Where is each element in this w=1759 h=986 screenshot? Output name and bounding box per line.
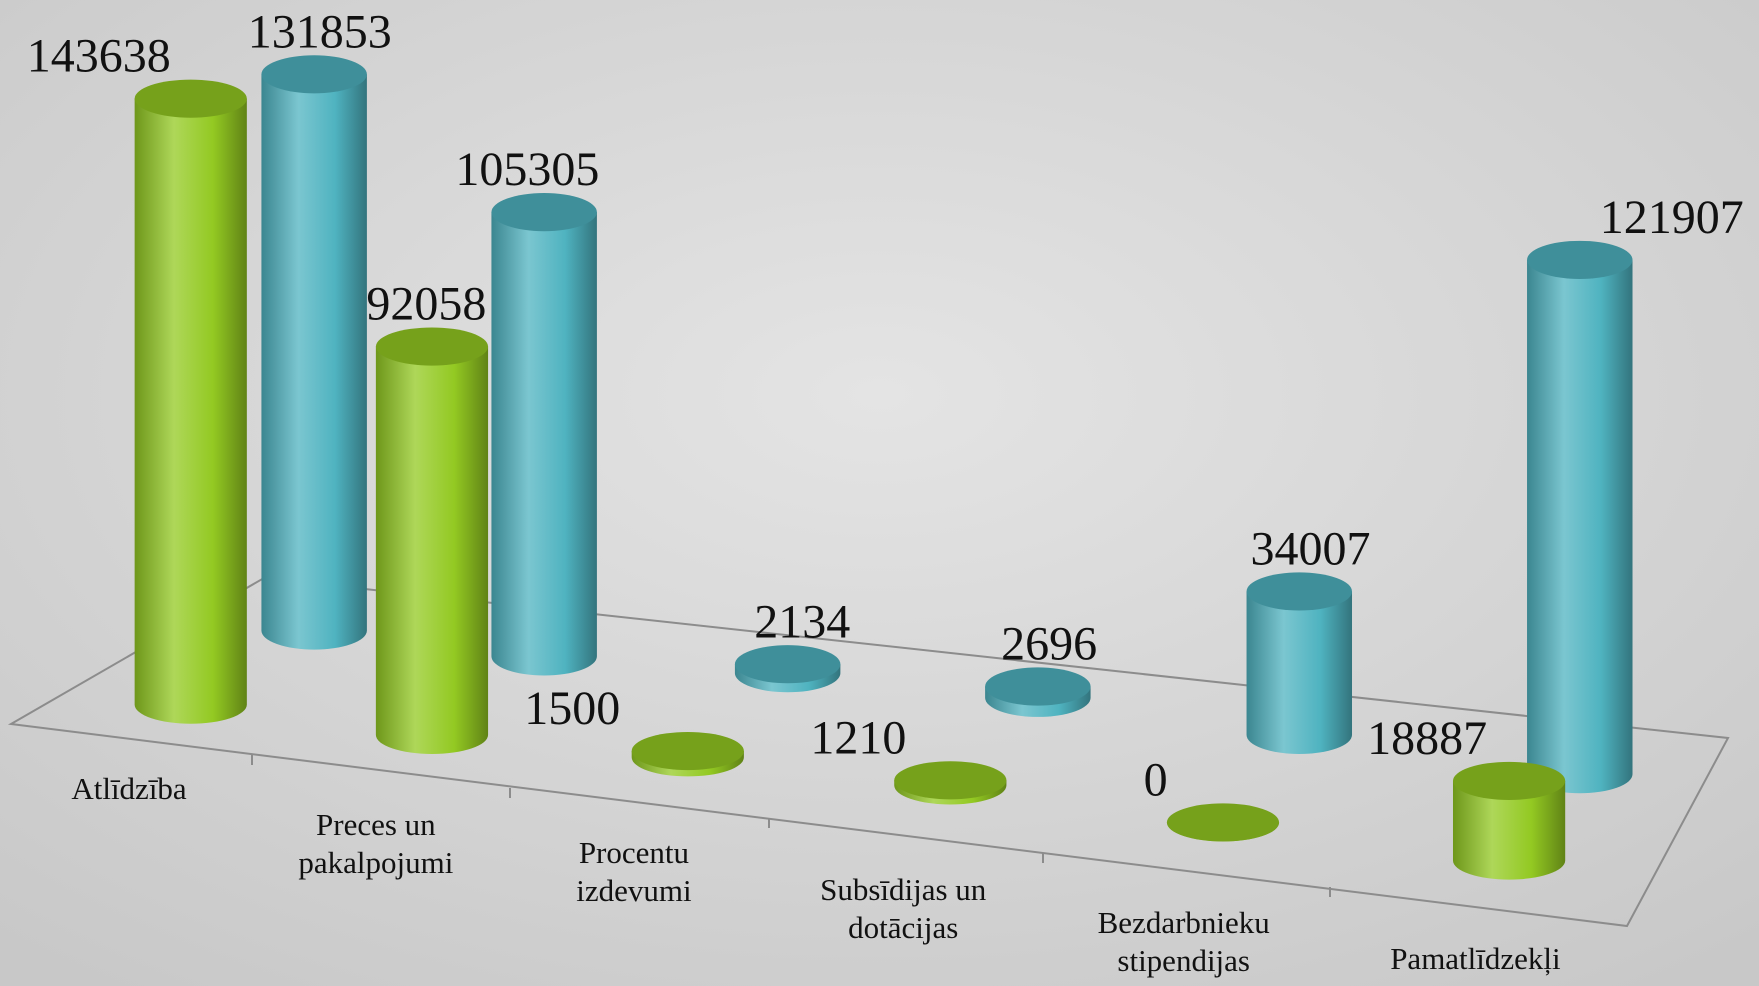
cylinder-top [261, 55, 367, 94]
cylinder-top [894, 761, 1007, 800]
value-label: 1500 [524, 682, 620, 735]
cylinder-top [1452, 761, 1566, 800]
cylinder-top [1166, 803, 1280, 842]
cylinder [491, 212, 597, 676]
cylinder-top [1527, 240, 1633, 279]
value-label: 92058 [366, 278, 486, 331]
cylinder-top [734, 645, 841, 684]
value-label: 18887 [1367, 712, 1487, 765]
value-label: 105305 [455, 143, 599, 196]
value-label: 2134 [754, 595, 850, 648]
category-label: Bezdarbnieku stipendijas [1097, 905, 1270, 979]
cylinder [375, 346, 489, 754]
cylinder-top [491, 193, 597, 232]
category-label: Procentu izdevumi [576, 834, 692, 908]
value-label: 34007 [1250, 523, 1370, 576]
cylinder [134, 98, 247, 724]
cylinder-top [1246, 572, 1353, 611]
cylinder [261, 74, 367, 650]
value-label: 0 [1144, 753, 1168, 806]
category-label: Atlīdzība [71, 770, 187, 806]
cylinder-top [134, 79, 247, 118]
value-label: 131853 [248, 5, 392, 58]
category-label: Subsīdijas un dotācijas [820, 871, 987, 945]
value-label: 121907 [1600, 191, 1744, 244]
cylinder [1246, 591, 1353, 754]
value-label: 2696 [1001, 618, 1097, 671]
category-label: Preces un pakalpojumi [298, 806, 454, 880]
cylinder [1452, 780, 1566, 880]
cylinder-top [985, 667, 1091, 706]
cylinder-top [375, 327, 489, 366]
value-label: 143638 [27, 30, 171, 83]
cylinder-top [631, 731, 744, 771]
category-label: Pamatlīdzekļi [1390, 941, 1561, 977]
cylinder [1527, 259, 1633, 794]
value-label: 1210 [810, 711, 906, 764]
floor-dividers [251, 755, 1331, 897]
